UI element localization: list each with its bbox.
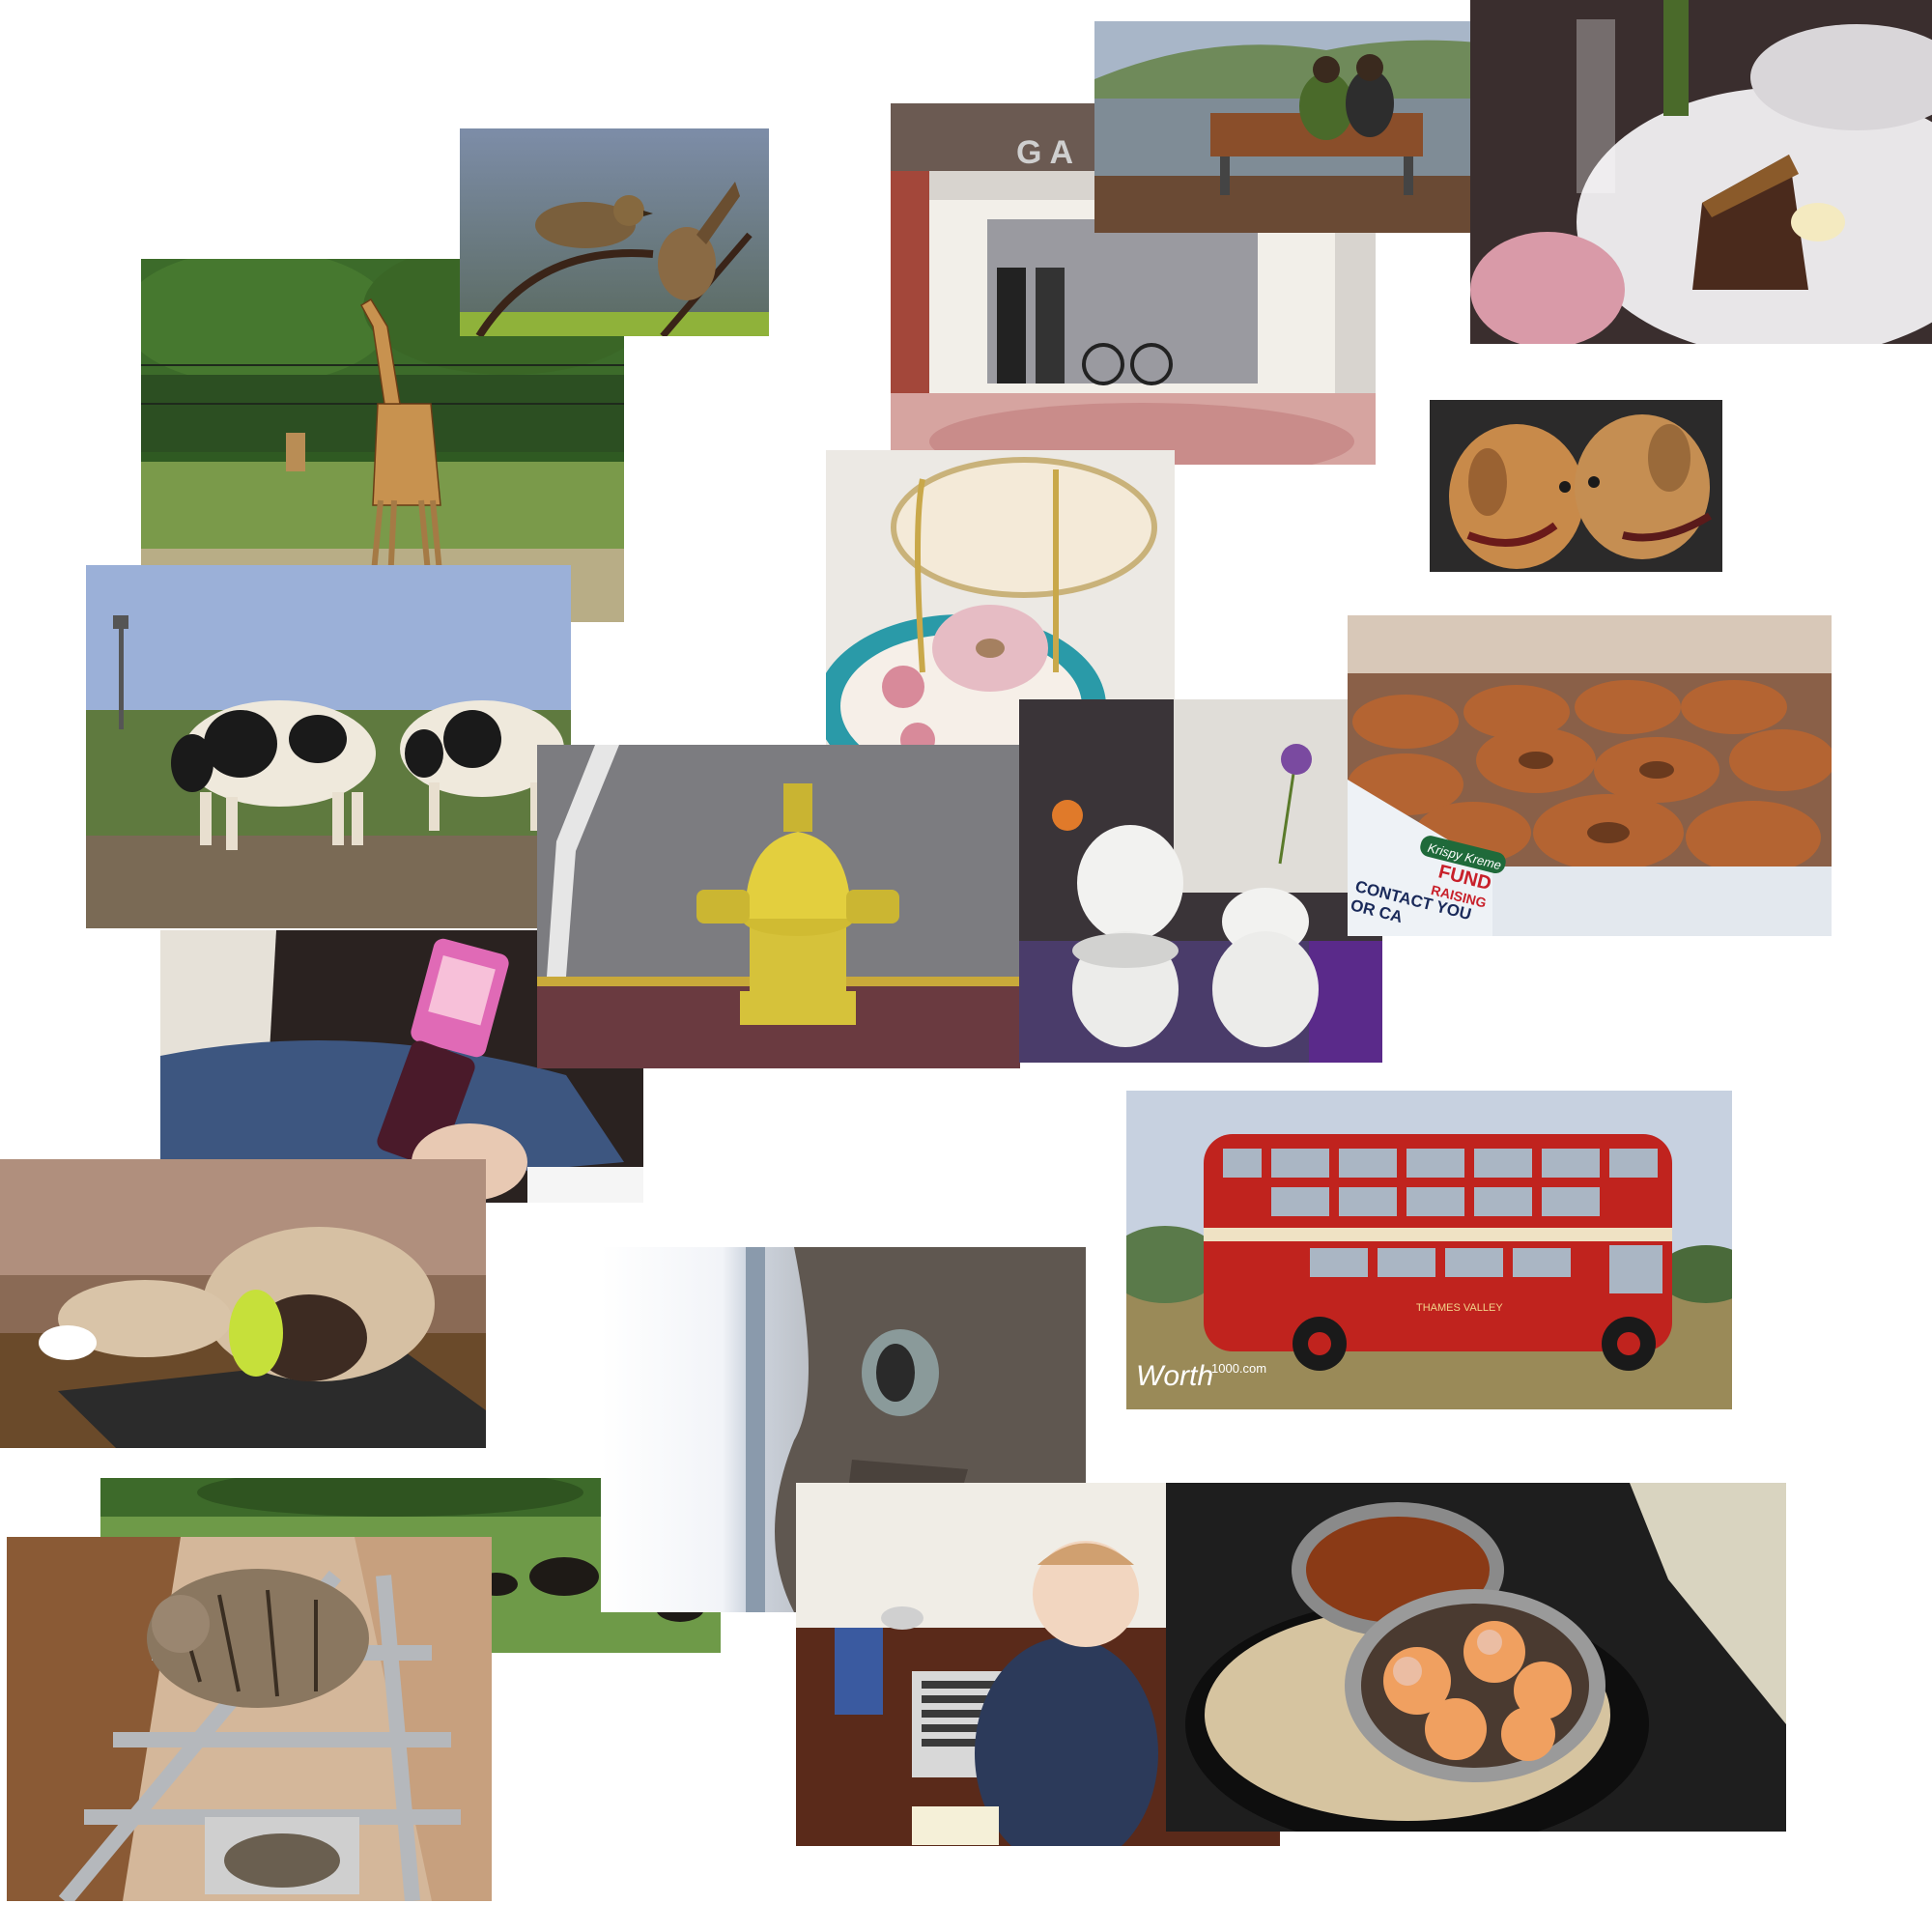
cat-icon (0, 1159, 486, 1448)
photo-birds (460, 128, 769, 336)
toilet-icon (1019, 699, 1382, 1063)
hydrant-icon (537, 745, 1020, 1068)
cake-icon (1470, 0, 1932, 344)
dog-icon (1430, 400, 1722, 572)
photo-cat-table (0, 1159, 486, 1448)
photo-food-bowls (1166, 1483, 1786, 1832)
bird-icon (460, 128, 769, 336)
photo-dogs (1430, 400, 1722, 572)
photo-toilets (1019, 699, 1382, 1063)
watermark-script: Worth (1136, 1360, 1213, 1392)
bus-icon: THAMES VALLEY Worth 1000.com (1126, 1091, 1732, 1409)
photo-dessert (1470, 0, 1932, 344)
cat-icon (7, 1537, 492, 1901)
food-icon (1166, 1483, 1786, 1832)
donut-icon: Krispy Kreme FUND RAISING CONTACT YOU OR… (1348, 615, 1832, 936)
cow-icon (86, 565, 571, 928)
watermark-site: 1000.com (1211, 1361, 1266, 1376)
photo-hydrant (537, 745, 1020, 1068)
bus-livery: THAMES VALLEY (1416, 1302, 1503, 1314)
photo-cat-ladder (7, 1537, 492, 1901)
store-sign: GA (1016, 134, 1081, 171)
photo-donut-box: Krispy Kreme FUND RAISING CONTACT YOU OR… (1348, 615, 1832, 936)
photo-bus: THAMES VALLEY Worth 1000.com (1126, 1091, 1732, 1409)
photo-cows (86, 565, 571, 928)
